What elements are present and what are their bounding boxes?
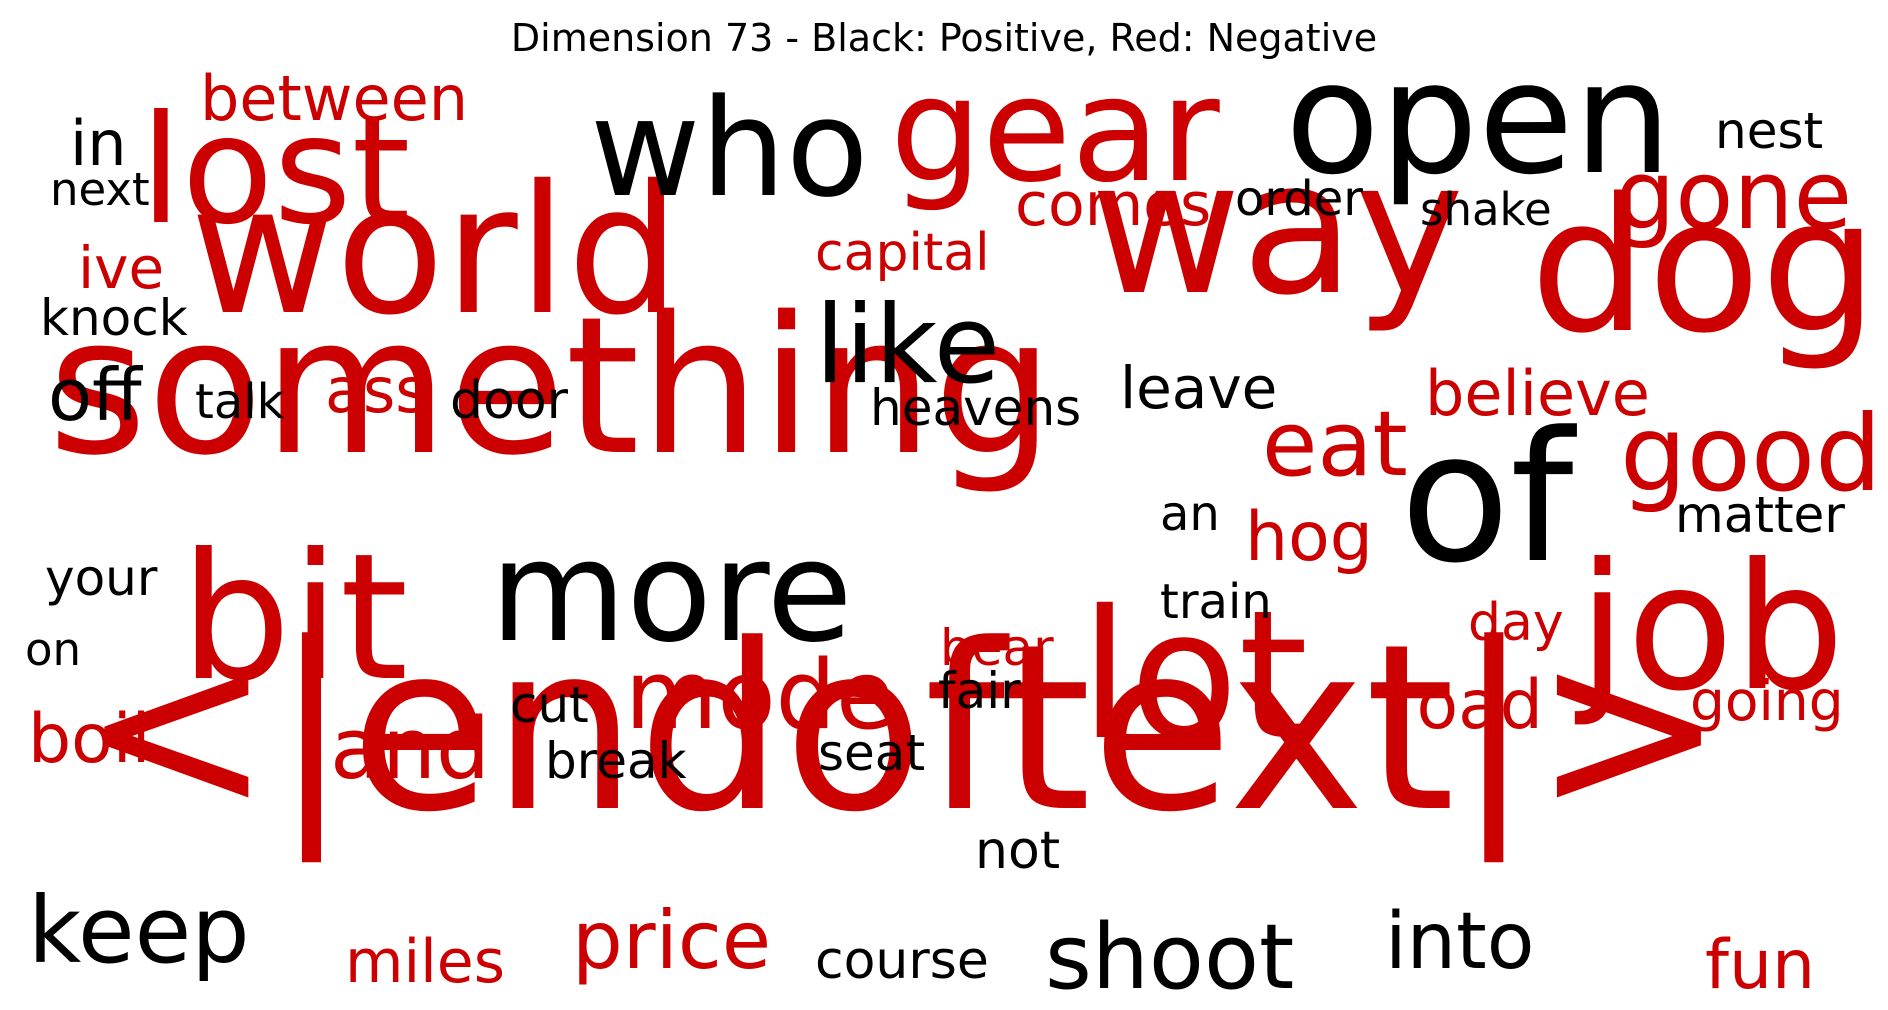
word-an: an [1160, 486, 1220, 542]
word-and: and [330, 700, 490, 799]
word-something: something [48, 276, 1054, 497]
word-keep: keep [28, 877, 250, 984]
word-comes: comes [1015, 170, 1211, 240]
word-bear: bear [940, 619, 1054, 677]
word-nest: nest [1715, 102, 1823, 160]
word-good: good [1620, 393, 1882, 515]
word-who: who [590, 70, 869, 227]
word-knock: knock [40, 289, 188, 347]
word-fun: fun [1705, 926, 1815, 1005]
word-off: off [48, 353, 143, 437]
word-gear: gear [890, 46, 1220, 215]
word-miles: miles [345, 927, 505, 997]
word-between: between [200, 62, 468, 135]
word-your: your [45, 549, 158, 607]
word-road: road [1390, 666, 1543, 745]
word-order: order [1235, 171, 1363, 227]
word-hog: hog [1245, 498, 1373, 577]
word-train: train [1160, 574, 1272, 630]
word-into: into [1385, 897, 1534, 987]
word-endoftext: <|endoftext|> [80, 596, 1725, 863]
word-course: course [815, 931, 989, 991]
word-lot: lot [1080, 572, 1308, 779]
word-break: break [545, 732, 687, 790]
word-open: open [1285, 28, 1672, 209]
chart-title: Dimension 73 - Black: Positive, Red: Neg… [510, 16, 1378, 60]
word-way: way [1090, 120, 1464, 336]
word-not: not [975, 821, 1060, 881]
word-mode: mode [625, 641, 894, 751]
word-going: going [1690, 669, 1844, 733]
word-price: price [572, 894, 771, 987]
word-day: day [1468, 593, 1564, 653]
word-matter: matter [1675, 486, 1845, 544]
word-seat: seat [818, 724, 925, 782]
word-world: world [190, 147, 680, 354]
word-ass: ass [325, 354, 428, 427]
word-eat: eat [1262, 392, 1408, 497]
word-lost: lost [140, 84, 410, 258]
word-next: next [50, 163, 150, 216]
word-in: in [70, 107, 127, 180]
word-capital: capital [815, 223, 990, 283]
word-job: job [1574, 527, 1845, 730]
word-of: of [1400, 394, 1577, 603]
word-like: like [815, 283, 1000, 408]
word-cut: cut [510, 676, 589, 734]
word-heavens: heavens [870, 379, 1081, 437]
word-talk: talk [195, 374, 285, 430]
word-more: more [490, 511, 853, 674]
word-dog: dog [1530, 158, 1878, 374]
word-bit: bit [180, 517, 408, 720]
word-gone: gone [1615, 141, 1852, 251]
word-fair: fair [938, 662, 1021, 720]
word-shake: shake [1420, 183, 1552, 236]
word-believe: believe [1425, 357, 1650, 430]
word-leave: leave [1120, 354, 1277, 422]
word-door: door [450, 371, 569, 431]
word-ive: ive [78, 234, 164, 302]
word-boil: boil [28, 700, 151, 779]
word-shoot: shoot [1045, 905, 1294, 1010]
word-on: on [25, 623, 81, 676]
